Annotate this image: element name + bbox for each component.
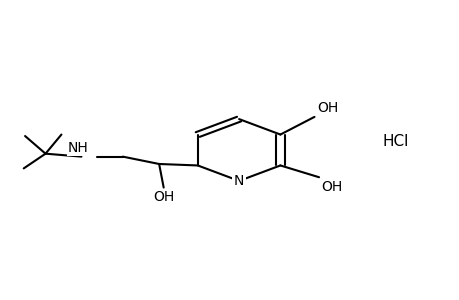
Text: HCl: HCl	[381, 134, 408, 149]
Text: NH: NH	[68, 141, 89, 155]
Text: OH: OH	[321, 180, 342, 194]
Text: OH: OH	[153, 190, 174, 205]
Text: OH: OH	[316, 100, 337, 115]
Text: N: N	[233, 174, 244, 188]
